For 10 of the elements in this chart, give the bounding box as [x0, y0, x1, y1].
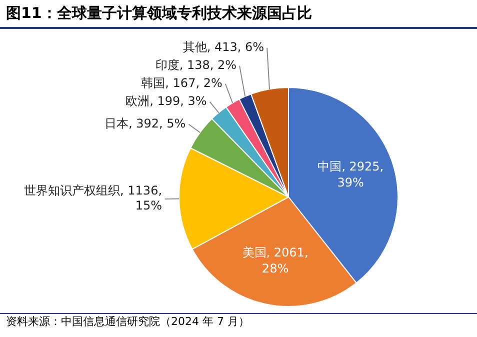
- slice-label: 中国, 2925, 39%: [318, 160, 384, 190]
- slice-label: 欧洲, 199, 3%: [126, 94, 207, 108]
- slice-label: 美国, 2061, 28%: [242, 245, 308, 276]
- slice-label: 日本, 392, 5%: [104, 116, 186, 130]
- slice-label: 韩国, 167, 2%: [141, 76, 222, 90]
- slice-label: 其他, 413, 6%: [182, 40, 264, 54]
- slice-label: 世界知识产权组织, 1136, 15%: [24, 184, 162, 213]
- slice-label: 印度, 138, 2%: [155, 58, 237, 72]
- text: 资料来源：中国信息通信研究院（2024 年 7 月）: [0, 313, 477, 329]
- chart-title: 图11：全球量子计算领域专利技术来源国占比: [0, 0, 477, 29]
